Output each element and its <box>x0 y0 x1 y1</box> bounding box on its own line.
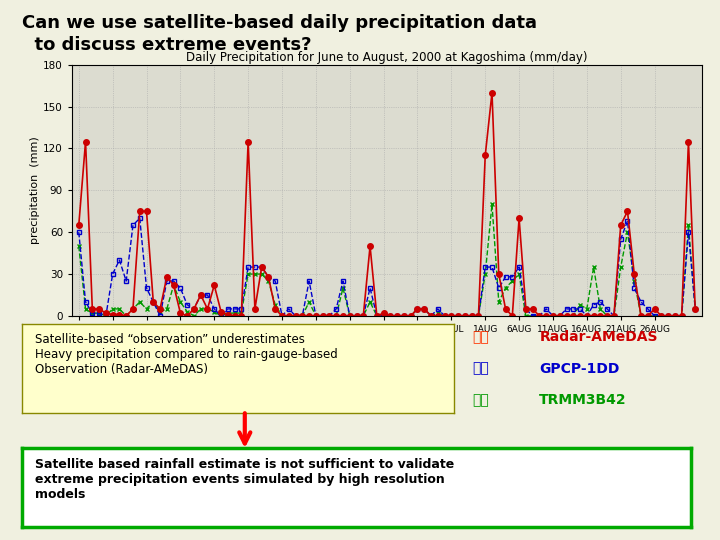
Text: TRMM3B42: TRMM3B42 <box>539 393 627 407</box>
Text: 緑：: 緑： <box>473 393 490 407</box>
Title: Daily Precipitation for June to August, 2000 at Kagoshima (mm/day): Daily Precipitation for June to August, … <box>186 51 588 64</box>
Text: Satellite-based “observation” underestimates
Heavy precipitation compared to rai: Satellite-based “observation” underestim… <box>35 333 337 376</box>
Text: 赤：: 赤： <box>473 330 490 345</box>
Y-axis label: precipitation  (mm): precipitation (mm) <box>30 137 40 244</box>
Text: Radar-AMeDAS: Radar-AMeDAS <box>539 330 658 345</box>
Text: GPCP-1DD: GPCP-1DD <box>539 362 620 375</box>
Text: Can we use satellite-based daily precipitation data
  to discuss extreme events?: Can we use satellite-based daily precipi… <box>22 14 536 55</box>
Text: Satellite based rainfall estimate is not sufficient to validate
extreme precipit: Satellite based rainfall estimate is not… <box>35 457 454 501</box>
Text: 青：: 青： <box>473 362 490 375</box>
